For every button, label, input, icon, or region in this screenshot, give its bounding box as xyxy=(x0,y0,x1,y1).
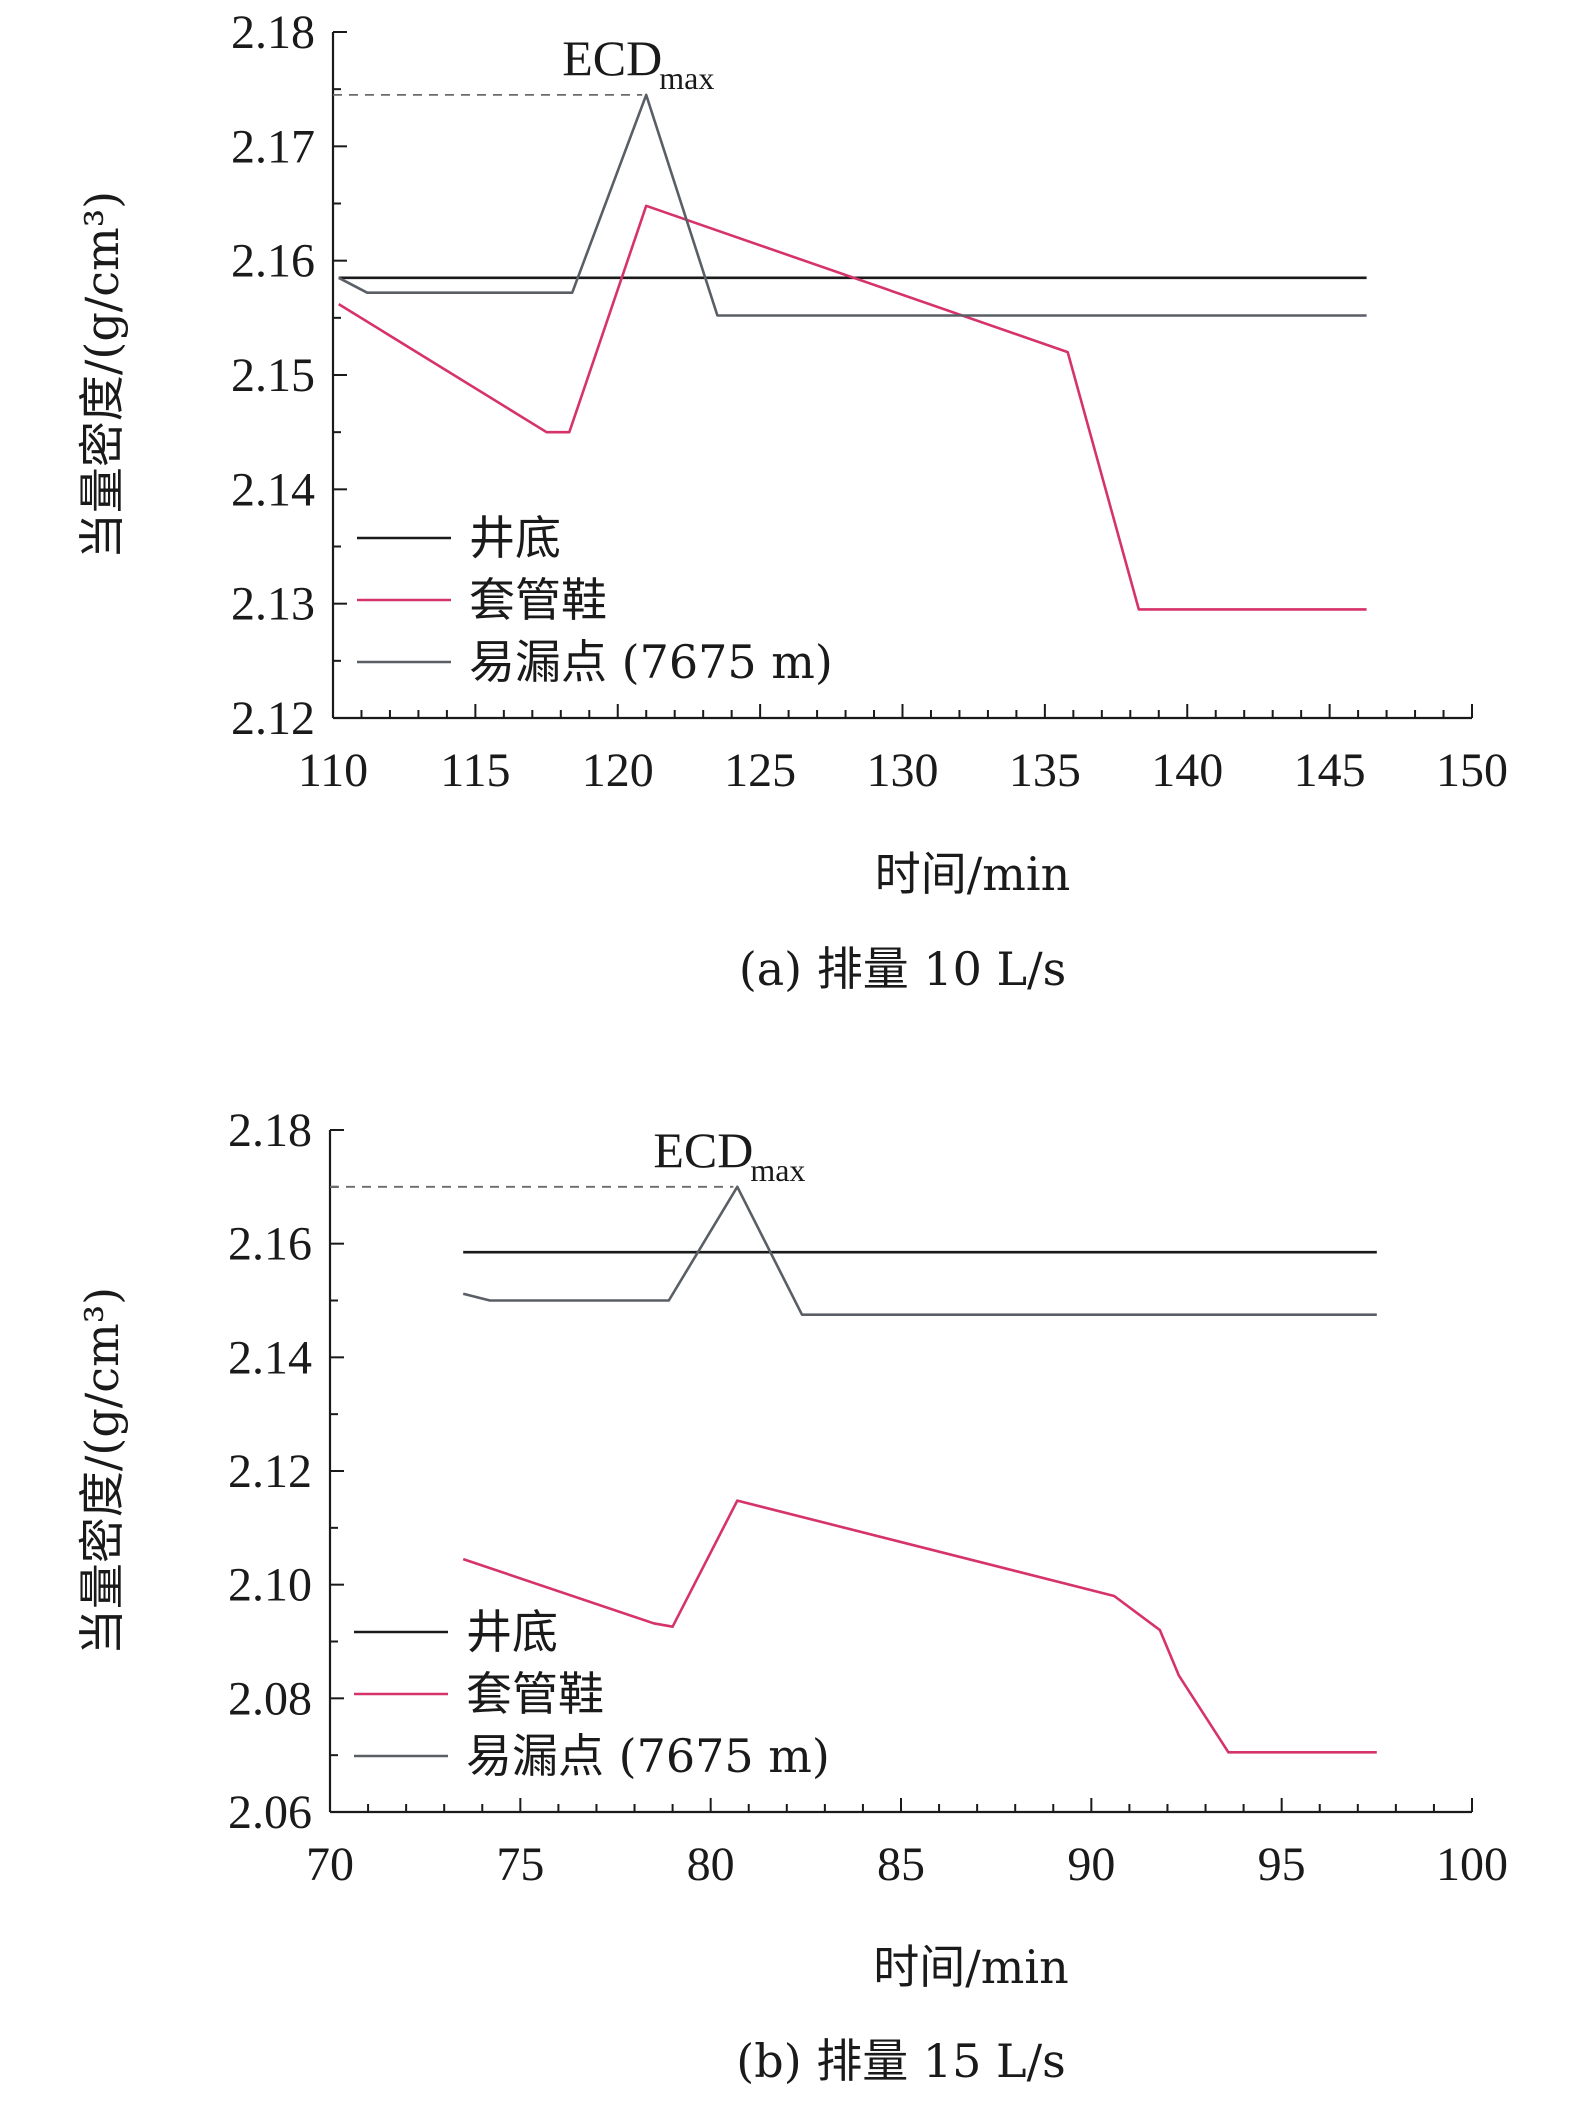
chart-b: 2.06 2.08 2.10 2.12 2.14 2.16 2.18 70 75 80 85 90 95… xyxy=(75,1104,1508,2088)
series-line-1 xyxy=(462,1499,1377,1754)
y-tick-label: 2.18 xyxy=(228,1104,312,1157)
figure-caption: (a) 排量 10 L/s xyxy=(739,942,1066,996)
y-tick-label: 2.14 xyxy=(228,1331,312,1384)
x-tick-label: 135 xyxy=(1009,744,1081,797)
series-line-1 xyxy=(338,204,1367,611)
x-tick-label: 80 xyxy=(687,1838,735,1891)
chart-a: 2.12 2.13 2.14 2.15 2.16 2.17 2.18 110 115 120 125… xyxy=(75,6,1508,996)
y-tick-label: 2.06 xyxy=(228,1786,312,1839)
legend-label: 易漏点 (7675 m) xyxy=(466,1729,830,1783)
x-tick-label: 125 xyxy=(724,744,796,797)
y-tick-label: 2.15 xyxy=(231,349,315,402)
y-tick-label: 2.17 xyxy=(231,120,315,173)
x-tick-label: 75 xyxy=(496,1838,544,1891)
x-tick-label: 145 xyxy=(1294,744,1366,797)
y-tick-label: 2.16 xyxy=(231,235,315,288)
legend-label: 套管鞋 xyxy=(466,1667,604,1721)
x-tick-label: 95 xyxy=(1258,1838,1306,1891)
x-tick-label: 130 xyxy=(867,744,939,797)
legend-label: 井底 xyxy=(466,1605,558,1659)
x-tick-label: 85 xyxy=(877,1838,925,1891)
series-line-2 xyxy=(462,1185,1377,1316)
x-axis-title: 时间/min xyxy=(873,1940,1068,1994)
x-tick-label: 110 xyxy=(298,744,368,797)
y-tick-label: 2.13 xyxy=(231,578,315,631)
legend-label: 套管鞋 xyxy=(469,573,607,627)
legend-label: 井底 xyxy=(469,511,561,565)
legend-label: 易漏点 (7675 m) xyxy=(469,635,833,689)
ecd-max-label: ECD xyxy=(562,30,662,86)
ecd-max-subscript: max xyxy=(659,60,714,96)
y-axis-title: 当量密度/(g/cm³) xyxy=(75,1287,129,1655)
y-tick-label: 2.16 xyxy=(228,1218,312,1271)
y-tick-label: 2.10 xyxy=(228,1559,312,1612)
x-tick-label: 120 xyxy=(582,744,654,797)
y-tick-label: 2.14 xyxy=(231,463,315,516)
x-tick-label: 70 xyxy=(306,1838,354,1891)
y-axis-title: 当量密度/(g/cm³) xyxy=(75,191,129,559)
x-tick-label: 140 xyxy=(1151,744,1223,797)
y-tick-label: 2.18 xyxy=(231,6,315,59)
x-tick-label: 90 xyxy=(1067,1838,1115,1891)
x-axis-title: 时间/min xyxy=(875,847,1070,901)
y-tick-label: 2.12 xyxy=(231,692,315,745)
y-tick-label: 2.12 xyxy=(228,1445,312,1498)
series-line-2 xyxy=(338,93,1367,317)
y-tick-label: 2.08 xyxy=(228,1672,312,1725)
ecd-max-subscript: max xyxy=(750,1152,805,1188)
ecd-max-label: ECD xyxy=(653,1122,753,1178)
x-tick-label: 115 xyxy=(440,744,510,797)
figure-caption: (b) 排量 15 L/s xyxy=(736,2034,1065,2088)
x-tick-label: 100 xyxy=(1436,1838,1508,1891)
x-tick-label: 150 xyxy=(1436,744,1508,797)
